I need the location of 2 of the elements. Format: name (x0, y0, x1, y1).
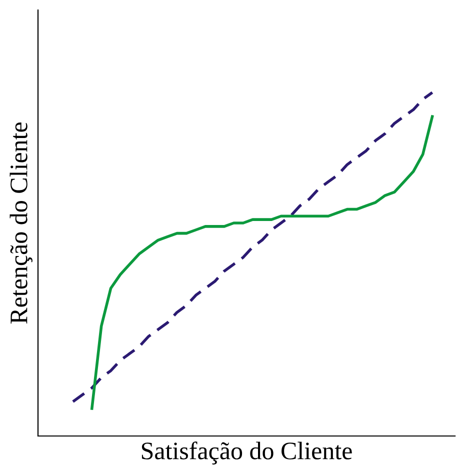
y-axis-title: Retenção do Cliente (10, 122, 32, 324)
x-axis-title: Satisfação do Cliente (142, 442, 352, 464)
